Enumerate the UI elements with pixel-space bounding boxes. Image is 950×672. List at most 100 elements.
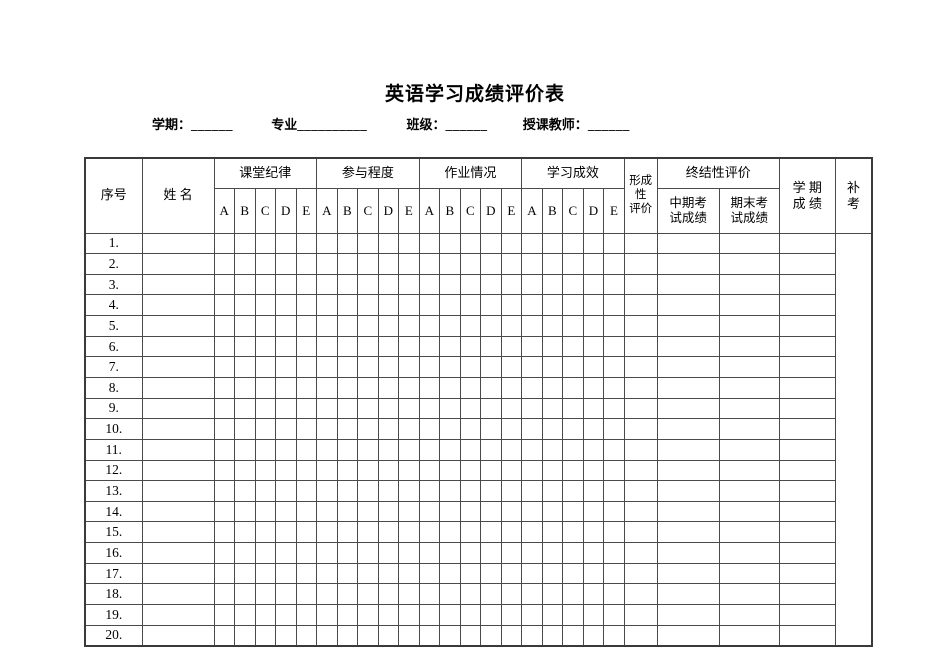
empty-cell xyxy=(398,418,420,440)
table-row: 3. xyxy=(84,273,872,296)
empty-cell xyxy=(623,376,658,399)
empty-cell xyxy=(336,624,359,647)
empty-cell xyxy=(316,376,338,399)
header-letter-cell: C xyxy=(357,187,379,234)
empty-cell xyxy=(603,542,625,564)
empty-cell xyxy=(439,583,461,606)
empty-cell xyxy=(718,294,780,317)
empty-cell xyxy=(541,459,564,482)
field-semester-label: 学期： xyxy=(152,117,192,132)
empty-cell xyxy=(778,397,836,420)
empty-cell xyxy=(234,418,256,440)
empty-cell xyxy=(480,315,502,337)
row-number-cell: 2. xyxy=(84,253,143,275)
table-row: 4. xyxy=(84,294,872,317)
empty-cell xyxy=(254,418,276,440)
empty-cell xyxy=(582,604,605,626)
empty-cell xyxy=(439,418,461,440)
empty-cell xyxy=(418,521,441,544)
row-number-cell: 18. xyxy=(84,583,143,606)
empty-cell xyxy=(336,356,359,378)
empty-cell xyxy=(656,604,720,626)
empty-cell xyxy=(275,356,297,378)
empty-cell xyxy=(357,253,379,275)
empty-cell xyxy=(418,397,441,420)
empty-cell xyxy=(480,624,502,647)
semester-line-2: 成 绩 xyxy=(792,195,822,211)
empty-cell xyxy=(254,542,276,564)
empty-cell xyxy=(275,542,297,564)
empty-cell xyxy=(718,521,780,544)
empty-cell xyxy=(316,624,338,647)
empty-cell xyxy=(623,562,658,585)
empty-cell xyxy=(213,315,235,337)
empty-cell xyxy=(377,335,400,358)
empty-cell xyxy=(521,542,543,564)
empty-cell xyxy=(213,624,235,647)
empty-cell xyxy=(234,335,256,358)
empty-cell xyxy=(582,500,605,523)
header-midterm-score: 中期考 试成绩 xyxy=(656,187,720,234)
empty-cell xyxy=(141,397,215,420)
empty-cell xyxy=(295,273,318,296)
empty-cell xyxy=(398,480,420,502)
empty-cell xyxy=(336,562,359,585)
empty-cell xyxy=(275,480,297,502)
empty-cell xyxy=(336,542,359,564)
empty-cell xyxy=(778,500,836,523)
empty-cell xyxy=(418,583,441,606)
empty-cell xyxy=(521,521,543,544)
empty-cell xyxy=(234,480,256,502)
empty-cell xyxy=(778,335,836,358)
empty-cell xyxy=(316,356,338,378)
empty-cell xyxy=(254,273,276,296)
empty-cell xyxy=(418,562,441,585)
empty-cell xyxy=(213,562,235,585)
empty-cell xyxy=(336,604,359,626)
empty-cell xyxy=(521,604,543,626)
empty-cell xyxy=(275,459,297,482)
field-semester-blank: ______ xyxy=(191,117,234,132)
empty-cell xyxy=(234,583,256,606)
empty-cell xyxy=(718,480,780,502)
empty-cell xyxy=(582,273,605,296)
empty-cell xyxy=(295,315,318,337)
empty-cell xyxy=(541,232,564,255)
table-row: 8. xyxy=(84,376,872,399)
empty-cell xyxy=(480,335,502,358)
empty-cell xyxy=(275,253,297,275)
formative-line-2: 性 xyxy=(634,188,647,201)
empty-cell xyxy=(582,418,605,440)
empty-cell xyxy=(562,397,584,420)
empty-cell xyxy=(459,438,482,461)
table-body: 1. 2. 3. 4. 5. 6. 7. 8. 9. 10. 11. 12. 13. 14. 15. 16. 1… xyxy=(84,232,872,647)
empty-cell xyxy=(500,418,523,440)
empty-cell xyxy=(254,376,276,399)
header-letter-cell: A xyxy=(521,187,543,234)
empty-cell xyxy=(541,335,564,358)
empty-cell xyxy=(141,624,215,647)
empty-cell xyxy=(275,376,297,399)
empty-cell xyxy=(398,376,420,399)
empty-cell xyxy=(656,315,720,337)
empty-cell xyxy=(562,500,584,523)
empty-cell xyxy=(500,294,523,317)
empty-cell xyxy=(275,294,297,317)
empty-cell xyxy=(656,542,720,564)
empty-cell xyxy=(521,418,543,440)
empty-cell xyxy=(439,624,461,647)
empty-cell xyxy=(656,562,720,585)
header-letter-cell: D xyxy=(275,187,297,234)
empty-cell xyxy=(141,294,215,317)
empty-cell xyxy=(459,376,482,399)
empty-cell xyxy=(603,521,625,544)
empty-cell xyxy=(336,459,359,482)
empty-cell xyxy=(254,521,276,544)
empty-cell xyxy=(521,500,543,523)
empty-cell xyxy=(295,418,318,440)
empty-cell xyxy=(254,500,276,523)
empty-cell xyxy=(623,459,658,482)
empty-cell xyxy=(377,294,400,317)
empty-cell xyxy=(623,356,658,378)
